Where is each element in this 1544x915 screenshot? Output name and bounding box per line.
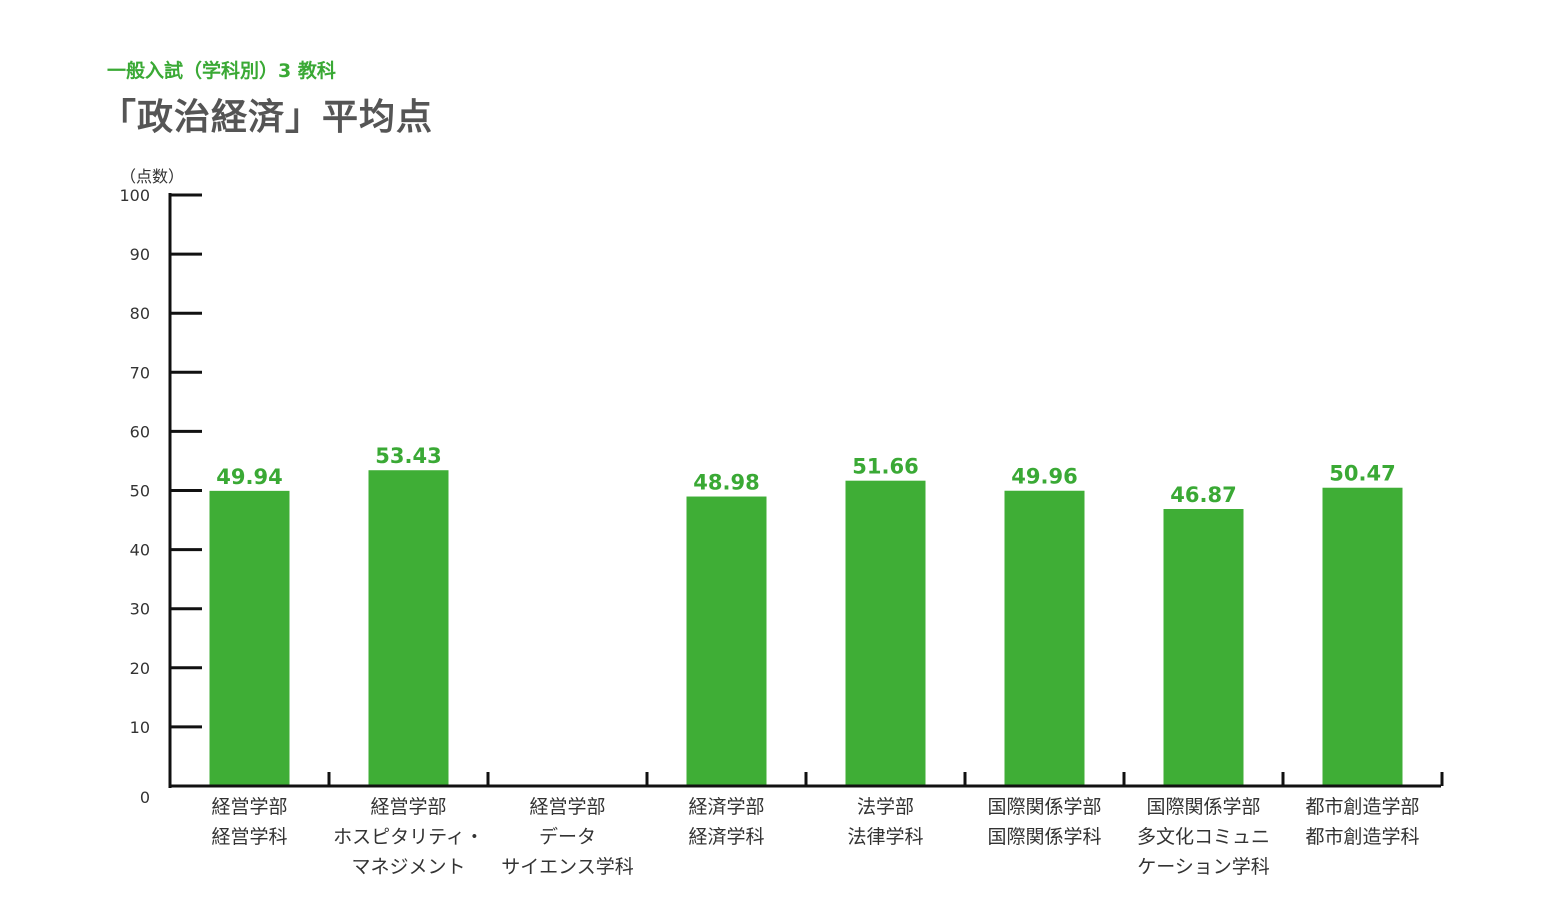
bar-value-label: 49.94 (216, 465, 282, 489)
bar (845, 480, 926, 785)
x-category-label: 経営学部 (370, 796, 446, 818)
bar-value-label: 53.43 (375, 444, 441, 468)
y-tick-label: 10 (130, 718, 150, 737)
x-category-label: サイエンス学科 (501, 856, 633, 878)
y-tick-label: 60 (130, 422, 150, 441)
x-category-label: 法学部 (857, 796, 914, 818)
bar-value-label: 51.66 (852, 455, 918, 479)
x-category-label: ホスピタリティ・ (333, 826, 484, 848)
x-category-label: 多文化コミュニ (1137, 826, 1270, 848)
bar-value-label: 46.87 (1170, 483, 1236, 507)
x-category-label: 経済学部 (688, 796, 764, 818)
chart-axes (168, 193, 1444, 788)
x-category-label: 都市創造学科 (1305, 826, 1419, 848)
y-tick-label: 50 (130, 482, 150, 501)
bar (1322, 487, 1403, 785)
x-category-label: ケーション学科 (1137, 856, 1270, 878)
x-category-label: 経営学部 (529, 796, 605, 818)
y-tick-label: 0 (140, 788, 150, 807)
y-tick-label: 90 (130, 245, 150, 264)
y-tick-label: 100 (119, 186, 150, 205)
bar (1004, 490, 1085, 785)
x-category-label: 国際関係学科 (987, 826, 1101, 848)
x-category-label: 国際関係学部 (987, 796, 1101, 818)
x-category-label: 国際関係学部 (1146, 796, 1260, 818)
y-tick-label: 40 (130, 541, 150, 560)
bar (368, 470, 449, 785)
y-tick-label: 70 (130, 363, 150, 382)
x-category-label: マネジメント (351, 856, 465, 878)
x-category-label: 経営学部 (211, 796, 287, 818)
bar-value-label: 48.98 (693, 471, 759, 495)
chart-title: 「政治経済」平均点 (100, 97, 434, 138)
x-category-label: データ (539, 826, 596, 848)
bar (686, 496, 767, 785)
y-axis-unit-label: （点数） (120, 167, 184, 186)
x-category-label: 都市創造学部 (1305, 796, 1419, 818)
bar (209, 490, 290, 785)
x-category-label: 経営学科 (211, 826, 287, 848)
bar (1163, 508, 1244, 785)
chart-bars (209, 470, 1403, 785)
y-tick-label: 80 (130, 304, 150, 323)
y-tick-label: 20 (130, 659, 150, 678)
x-category-label: 経済学科 (688, 826, 764, 848)
chart-subtitle: 一般入試（学科別）3 教科 (107, 60, 336, 82)
bar-value-label: 50.47 (1329, 462, 1395, 486)
x-category-label: 法律学科 (847, 826, 923, 848)
y-tick-label: 30 (130, 600, 150, 619)
bar-value-label: 49.96 (1011, 465, 1077, 489)
